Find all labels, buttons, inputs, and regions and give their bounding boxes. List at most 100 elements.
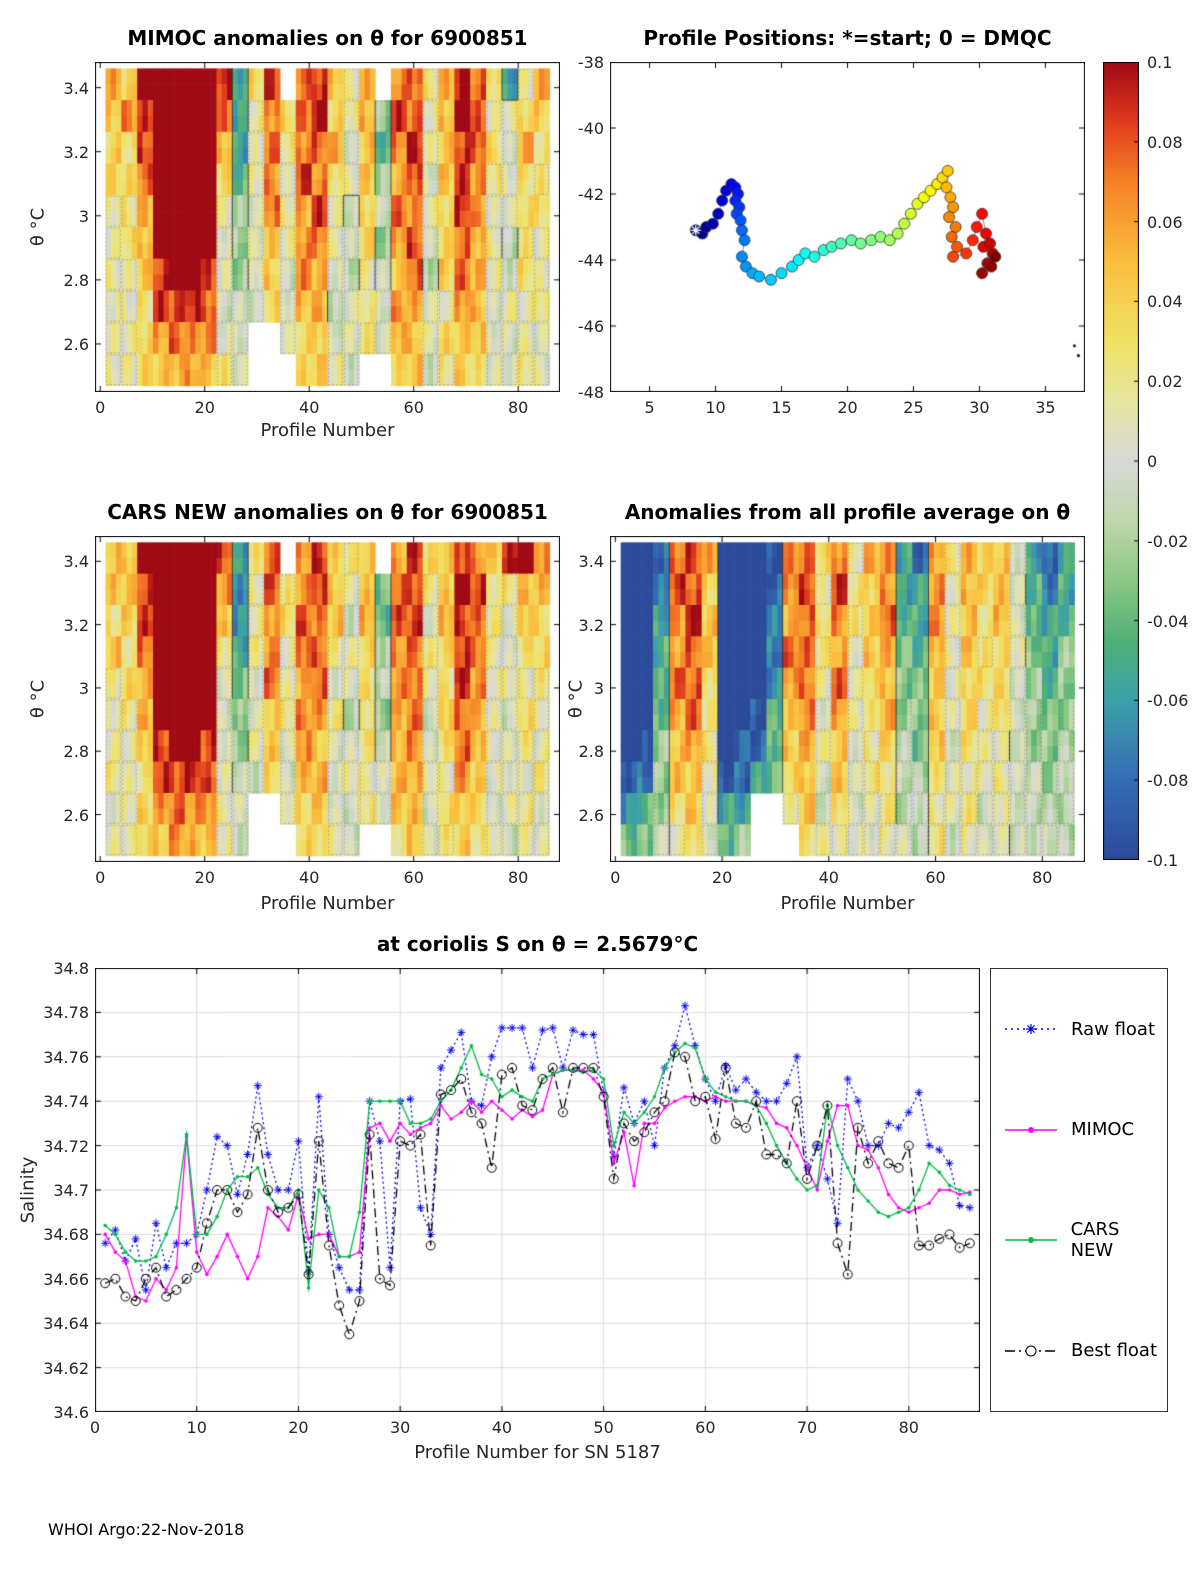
legend-label: Best float (1071, 1340, 1158, 1362)
tick-label: 5 (644, 398, 655, 417)
legend-sample-line (1005, 1024, 1057, 1035)
tick-label: 30 (389, 1418, 411, 1437)
tick-label: -40 (577, 119, 604, 138)
tick-label: 3 (593, 678, 604, 698)
mimoc-title: MIMOC anomalies on θ for 6900851 (127, 26, 528, 50)
tick-label: 70 (796, 1418, 818, 1437)
positions-title: Profile Positions: *=start; 0 = DMQC (643, 26, 1052, 50)
tick-label: 80 (508, 868, 529, 887)
tick-label: 0 (95, 398, 106, 417)
anom-xlabel: Profile Number (780, 893, 915, 914)
tick-label: 20 (837, 398, 858, 417)
tick-label: 34.66 (43, 1269, 89, 1289)
tick-label: 50 (593, 1418, 614, 1437)
tick-label: 34.64 (43, 1314, 89, 1334)
tick-label: 3 (78, 678, 89, 698)
tick-label: 0.04 (1147, 292, 1183, 312)
tick-label: 15 (771, 398, 792, 417)
colorbar-canvas (1103, 62, 1139, 860)
salinity-xlabel: Profile Number for SN 5187 (414, 1442, 661, 1463)
legend-sample-line (1005, 1126, 1057, 1133)
tick-label: 20 (711, 868, 733, 887)
cars-heatmap-canvas (95, 536, 560, 862)
legend-sample-line (1005, 1345, 1057, 1357)
tick-label: -44 (577, 251, 604, 270)
legend-label: CARS NEW (1070, 1219, 1120, 1262)
legend-box: Raw float MIMOC CARS NEW Best float (990, 968, 1168, 1412)
tick-label: 0 (89, 1418, 101, 1437)
tick-label: 3.2 (63, 615, 89, 635)
mimoc-xlabel: Profile Number (260, 420, 395, 441)
tick-label: 2.8 (63, 270, 89, 290)
tick-label: 2.6 (578, 805, 604, 825)
tick-label: 80 (898, 1418, 919, 1437)
tick-label: 0 (610, 868, 621, 887)
tick-label: 40 (491, 1418, 513, 1437)
tick-label: 34.72 (43, 1136, 89, 1156)
tick-label: 0 (95, 868, 106, 887)
tick-label: 60 (403, 398, 424, 417)
legend-entry-mimoc: MIMOC (991, 1119, 1167, 1141)
tick-label: 20 (194, 868, 215, 887)
tick-label: 40 (818, 868, 839, 887)
tick-label: 60 (403, 868, 424, 887)
tick-label: 0.02 (1147, 372, 1183, 392)
tick-label: 3.2 (63, 142, 89, 162)
tick-label: 3.4 (63, 78, 89, 98)
tick-label: -0.02 (1147, 531, 1189, 551)
tick-label: 3.2 (578, 615, 604, 635)
legend-sample-line (1005, 1237, 1057, 1244)
tick-label: 40 (299, 398, 320, 417)
tick-label: -0.1 (1147, 851, 1179, 870)
cars-title: CARS NEW anomalies on θ for 6900851 (107, 500, 548, 524)
tick-label: -0.08 (1147, 771, 1189, 791)
profile-positions-canvas (610, 62, 1085, 392)
legend-entry-cars-new: CARS NEW (991, 1219, 1167, 1261)
legend-label: Raw float (1071, 1018, 1156, 1040)
tick-label: 60 (925, 868, 946, 887)
tick-label: -0.04 (1147, 611, 1189, 631)
tick-label: 30 (969, 398, 990, 417)
salinity-chart-canvas (95, 968, 980, 1412)
legend-entry-raw-float: Raw float (991, 1018, 1167, 1040)
tick-label: 80 (1032, 868, 1053, 887)
tick-label: -38 (577, 53, 604, 72)
legend-label: MIMOC (1071, 1119, 1135, 1141)
footer-text: WHOI Argo:22-Nov-2018 (48, 1520, 245, 1539)
tick-label: 3.4 (63, 552, 89, 572)
tick-label: 2.8 (578, 742, 604, 762)
tick-label: 25 (903, 398, 924, 417)
tick-label: 2.8 (63, 742, 89, 762)
tick-label: -42 (577, 185, 604, 204)
tick-label: 60 (695, 1418, 716, 1437)
mimoc-heatmap-canvas (95, 62, 560, 392)
tick-label: -46 (577, 317, 604, 336)
tick-label: 10 (186, 1418, 207, 1437)
tick-label: 2.6 (63, 334, 89, 354)
cars-xlabel: Profile Number (260, 893, 395, 914)
tick-label: 34.68 (43, 1225, 89, 1245)
tick-label: 0.08 (1147, 132, 1183, 152)
tick-label: 34.7 (53, 1181, 89, 1200)
tick-label: 20 (288, 1418, 309, 1437)
tick-label: 35 (1035, 398, 1056, 417)
tick-label: 3.4 (578, 552, 604, 572)
tick-label: 0 (1147, 452, 1158, 471)
tick-label: 34.6 (53, 1403, 89, 1422)
tick-label: 10 (705, 398, 726, 417)
salinity-title: at coriolis S on θ = 2.5679°C (376, 932, 699, 956)
tick-label: 80 (508, 398, 529, 417)
tick-label: 20 (194, 398, 215, 417)
tick-label: 0.1 (1147, 53, 1173, 72)
tick-label: 34.74 (43, 1092, 89, 1112)
tick-label: 34.62 (43, 1358, 89, 1378)
tick-label: -48 (577, 383, 604, 402)
anom-title: Anomalies from all profile average on θ (624, 500, 1071, 524)
tick-label: 40 (299, 868, 320, 887)
tick-label: 34.8 (53, 959, 89, 978)
tick-label: -0.06 (1147, 691, 1189, 711)
tick-label: 34.78 (43, 1003, 89, 1023)
legend-entry-best-float: Best float (991, 1340, 1167, 1362)
tick-label: 34.76 (43, 1047, 89, 1067)
